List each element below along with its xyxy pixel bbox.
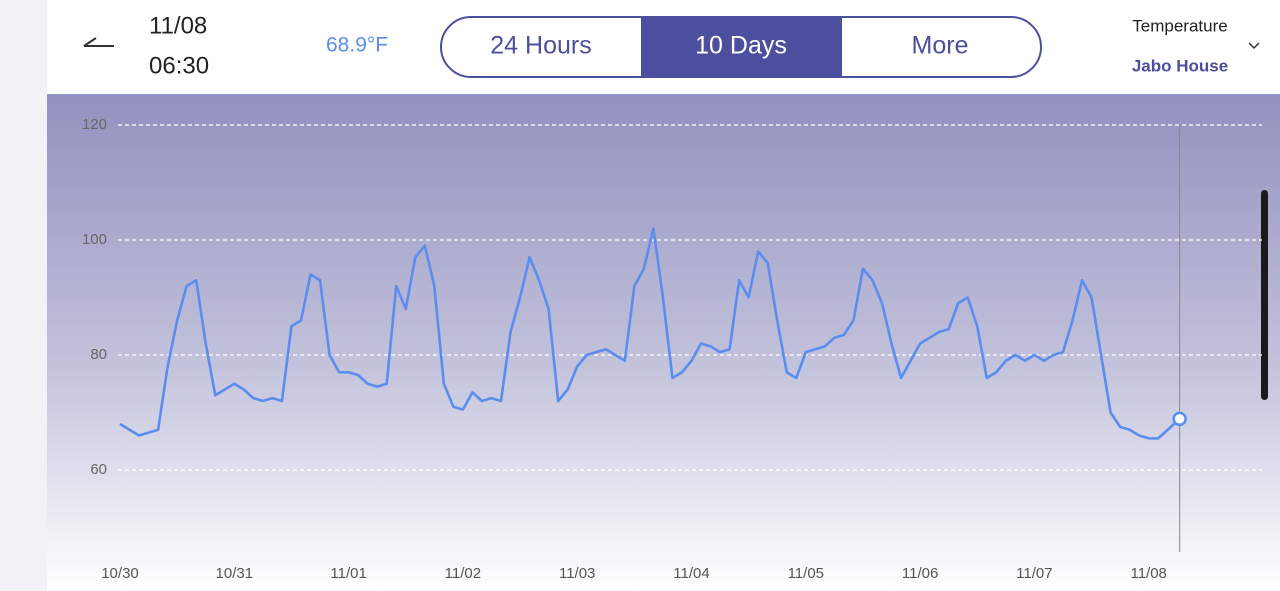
date: 11/08 xyxy=(149,12,207,39)
location[interactable]: Jabo House xyxy=(1132,56,1228,75)
y-tick-label: 120 xyxy=(82,116,107,133)
x-tick-label: 11/01 xyxy=(330,565,366,582)
x-tick-label: 11/06 xyxy=(902,565,938,582)
tab[interactable]: 10 Days xyxy=(695,32,787,60)
y-tick-label: 80 xyxy=(90,346,107,363)
x-tick-label: 11/05 xyxy=(788,565,824,582)
x-tick-label: 11/08 xyxy=(1130,565,1166,582)
data-line xyxy=(119,227,1181,440)
current-value: 68.9°F xyxy=(326,34,388,57)
tab-bar: 24 Hours 10 Days More xyxy=(440,16,1042,78)
x-tick-label: 11/07 xyxy=(1016,565,1052,582)
x-tick-label: 11/04 xyxy=(673,565,709,582)
current-point xyxy=(1172,411,1187,427)
side-strip xyxy=(0,0,47,591)
chart-background xyxy=(47,94,1280,591)
dropdown-chevron[interactable] xyxy=(1248,42,1260,50)
x-tick-label: 10/31 xyxy=(216,565,254,582)
x-tick-label: 11/03 xyxy=(559,565,595,582)
tab-border xyxy=(440,16,1042,78)
y-tick-label: 60 xyxy=(90,461,107,478)
x-tick-label: 10/30 xyxy=(101,565,139,582)
time: 06:30 xyxy=(149,52,209,79)
tab-selected-bg xyxy=(641,17,841,77)
y-tick-label: 100 xyxy=(82,231,107,248)
tab[interactable]: More xyxy=(912,32,969,60)
tab[interactable]: 24 Hours xyxy=(490,32,591,60)
metric-selector[interactable]: Temperature xyxy=(1132,16,1227,35)
x-tick-label: 11/02 xyxy=(445,565,481,582)
back-button[interactable] xyxy=(83,37,114,47)
scrollbar[interactable] xyxy=(1261,190,1268,400)
